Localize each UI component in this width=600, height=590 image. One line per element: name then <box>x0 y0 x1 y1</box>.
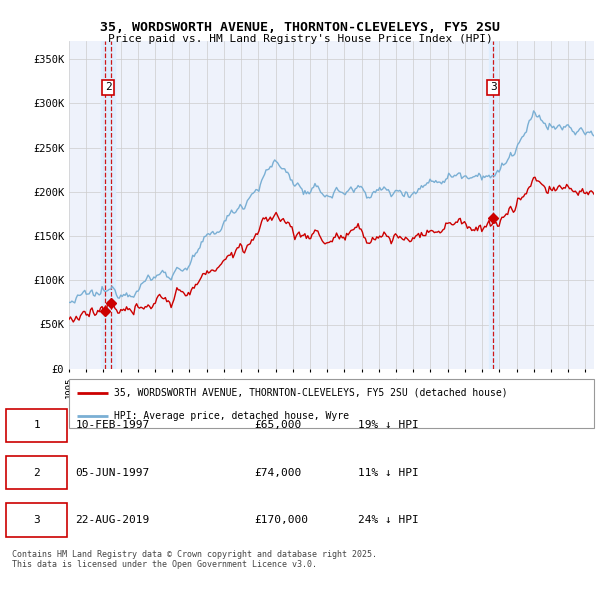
Text: 22-AUG-2019: 22-AUG-2019 <box>76 515 149 525</box>
Text: Price paid vs. HM Land Registry's House Price Index (HPI): Price paid vs. HM Land Registry's House … <box>107 34 493 44</box>
Text: 10-FEB-1997: 10-FEB-1997 <box>76 421 149 430</box>
Bar <box>489 41 497 369</box>
FancyBboxPatch shape <box>6 455 67 490</box>
Text: HPI: Average price, detached house, Wyre: HPI: Average price, detached house, Wyre <box>113 411 349 421</box>
Text: 3: 3 <box>490 83 497 92</box>
Text: Contains HM Land Registry data © Crown copyright and database right 2025.
This d: Contains HM Land Registry data © Crown c… <box>12 550 377 569</box>
Text: 1: 1 <box>34 421 40 430</box>
Text: 2: 2 <box>34 468 40 477</box>
Text: 19% ↓ HPI: 19% ↓ HPI <box>358 421 418 430</box>
Bar <box>101 41 110 369</box>
Text: 24% ↓ HPI: 24% ↓ HPI <box>358 515 418 525</box>
Text: 35, WORDSWORTH AVENUE, THORNTON-CLEVELEYS, FY5 2SU: 35, WORDSWORTH AVENUE, THORNTON-CLEVELEY… <box>100 21 500 34</box>
Text: 2: 2 <box>104 83 112 92</box>
Text: 35, WORDSWORTH AVENUE, THORNTON-CLEVELEYS, FY5 2SU (detached house): 35, WORDSWORTH AVENUE, THORNTON-CLEVELEY… <box>113 388 507 398</box>
Text: 3: 3 <box>34 515 40 525</box>
Text: 11% ↓ HPI: 11% ↓ HPI <box>358 468 418 477</box>
Text: 05-JUN-1997: 05-JUN-1997 <box>76 468 149 477</box>
Text: £170,000: £170,000 <box>254 515 308 525</box>
FancyBboxPatch shape <box>69 379 594 428</box>
FancyBboxPatch shape <box>6 408 67 442</box>
Text: £74,000: £74,000 <box>254 468 301 477</box>
FancyBboxPatch shape <box>6 503 67 537</box>
Text: £65,000: £65,000 <box>254 421 301 430</box>
Bar <box>107 41 115 369</box>
